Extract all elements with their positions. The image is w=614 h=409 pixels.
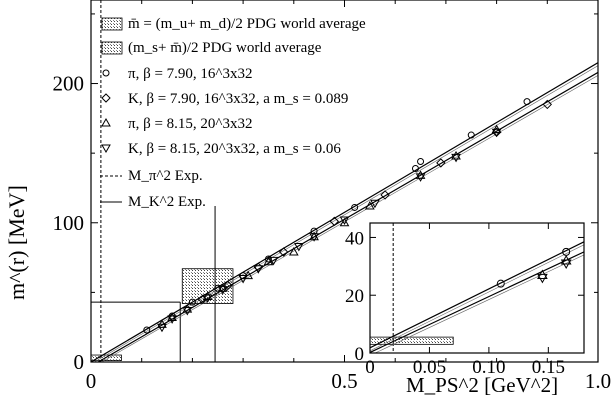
fit-line-0 <box>91 62 598 362</box>
data-point-triangle-down <box>415 173 426 182</box>
data-point-triangle-up <box>288 246 299 256</box>
legend-label: (m_s+ m̄)/2 PDG world average <box>128 40 322 56</box>
legend-item: (m_s+ m̄)/2 PDG world average <box>101 40 322 56</box>
data-point-circle <box>411 164 419 172</box>
data-point-triangle-down <box>294 242 304 252</box>
legend-band-swatch <box>101 17 123 31</box>
inset-y-tick-label: 20 <box>345 286 364 307</box>
data-point-diamond <box>436 158 446 168</box>
data-point-triangle-up <box>364 201 375 210</box>
legend-label: M_K^2 Exp. <box>128 194 206 210</box>
inset-fit-error-band-0 <box>370 244 584 352</box>
inset-x-tick-label: 0.05 <box>413 357 446 378</box>
inset-pdg-band <box>370 336 454 345</box>
legend-marker-circle <box>102 69 110 77</box>
inset-data-point-circle <box>496 279 505 288</box>
inset-data-point-triangle-down <box>537 273 548 284</box>
legend-marker-triangle-down <box>101 144 111 154</box>
data-point-triangle-up <box>415 170 426 179</box>
legend-item: M_π^2 Exp. <box>100 168 203 184</box>
data-point-triangle-down <box>451 153 461 163</box>
legend-item: π, β = 8.15, 20^3x32 <box>101 116 252 132</box>
inset-data-point-triangle-down <box>560 259 572 269</box>
legend-marker-triangle-up <box>101 117 111 127</box>
legend-item: M_K^2 Exp. <box>100 194 206 210</box>
legend-band-swatch <box>101 41 123 55</box>
x-tick-label: 0 <box>86 369 97 393</box>
legend-label: K, β = 7.90, 16^3x32, a m_s = 0.089 <box>128 91 348 107</box>
legend-item: K, β = 8.15, 20^3x32, a m_s = 0.06 <box>101 141 341 157</box>
data-point-diamond <box>380 190 390 200</box>
data-point-triangle-up <box>263 256 274 266</box>
data-point-diamond <box>542 99 553 110</box>
inset-background <box>370 223 584 353</box>
data-point-triangle-up <box>167 312 177 321</box>
data-point-circle <box>417 158 425 166</box>
y-tick-label: 200 <box>53 72 85 96</box>
data-point-triangle-down <box>370 199 380 209</box>
data-point-diamond <box>329 216 340 227</box>
x-tick-label: 0.5 <box>331 369 357 393</box>
inset-plot: 0 0.05 0.10 0.15 0 20 40 <box>345 222 585 378</box>
legend-item: m̄ = (m_u+ m_d)/2 PDG world average <box>101 16 366 32</box>
data-point-triangle-up <box>339 217 350 227</box>
y-tick-label: 0 <box>74 350 85 374</box>
data-point-triangle-up <box>182 304 193 313</box>
inset-x-tick-label: 0 <box>365 357 375 378</box>
data-point-triangle-up <box>451 150 461 160</box>
data-point-diamond <box>278 247 289 257</box>
inset-fit-error-band-1 <box>374 254 584 353</box>
data-point-triangle-down <box>339 216 350 225</box>
data-point-triangle-down <box>217 286 228 295</box>
inset-fit-line-0 <box>370 241 584 349</box>
data-point-circle <box>523 98 531 106</box>
y-tick-label: 100 <box>53 211 85 235</box>
legend-label: m̄ = (m_u+ m_d)/2 PDG world average <box>128 16 366 32</box>
inset-x-tick-label: 0.10 <box>472 357 505 378</box>
data-point-triangle-down <box>202 294 213 303</box>
legend: m̄ = (m_u+ m_d)/2 PDG world average (m_s+… <box>100 16 366 210</box>
inset-x-tick-label: 0.15 <box>532 357 565 378</box>
inset-y-tick-label: 0 <box>355 344 365 365</box>
data-point-triangle-down <box>238 274 248 284</box>
legend-label: π, β = 8.15, 20^3x32 <box>128 116 252 132</box>
data-point-circle <box>467 131 475 139</box>
data-point-circle <box>351 203 359 211</box>
data-point-triangle-down <box>182 306 193 316</box>
legend-label: π, β = 7.90, 16^3x32 <box>128 66 252 82</box>
x-tick-label: 1.0 <box>585 369 611 393</box>
data-point-triangle-down <box>491 128 502 138</box>
data-point-triangle-down <box>167 315 177 324</box>
data-point-triangle-down <box>309 233 319 242</box>
data-point-circle <box>264 255 272 263</box>
legend-marker-diamond <box>101 93 111 103</box>
data-point-diamond <box>223 280 233 291</box>
fit-error-band-0 <box>93 65 598 362</box>
data-point-triangle-up <box>217 283 228 292</box>
data-point-triangle-down <box>157 323 167 333</box>
data-point-triangle-down <box>253 265 264 274</box>
inset-frame <box>369 222 585 354</box>
legend-label: M_π^2 Exp. <box>128 168 203 184</box>
legend-label: K, β = 8.15, 20^3x32, a m_s = 0.06 <box>128 141 341 157</box>
data-point-triangle-up <box>202 291 213 301</box>
inset-y-tick-label: 40 <box>345 228 364 249</box>
data-point-triangle-down <box>268 256 279 266</box>
y-axis-title: m^(r) [MeV] <box>4 185 29 300</box>
data-point-circle <box>143 326 151 334</box>
data-point-circle <box>188 298 196 306</box>
x-axis-title: M_PS^2 [GeV^2] <box>406 373 558 397</box>
inset-fit-line-1 <box>370 251 584 353</box>
legend-item: K, β = 7.90, 16^3x32, a m_s = 0.089 <box>101 91 348 107</box>
legend-item: π, β = 7.90, 16^3x32 <box>102 66 252 82</box>
